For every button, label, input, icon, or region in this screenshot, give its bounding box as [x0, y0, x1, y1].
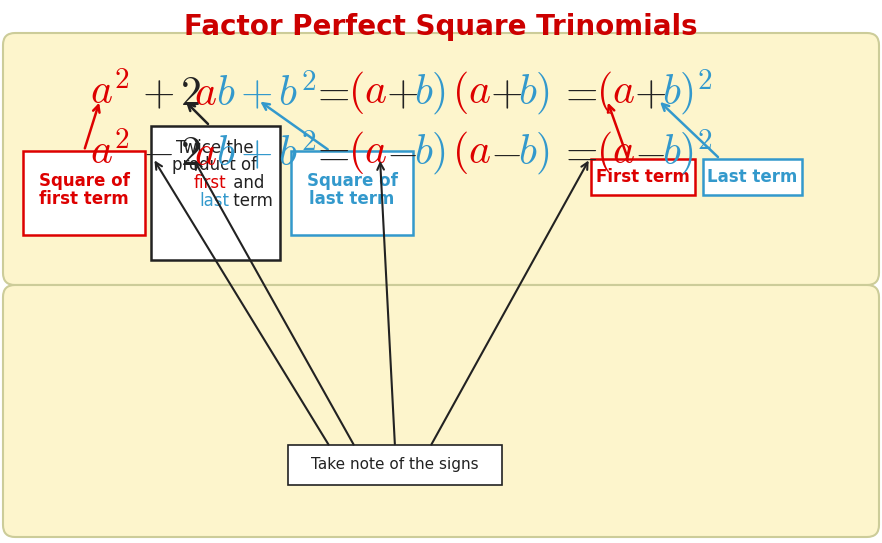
Text: $+$: $+$ — [634, 72, 666, 114]
Text: $\mathit{b})$: $\mathit{b})$ — [414, 70, 446, 116]
Text: $-$: $-$ — [634, 132, 665, 174]
Text: last term: last term — [310, 190, 394, 208]
Text: Twice the: Twice the — [176, 139, 254, 157]
Text: $\mathit{a}^2$: $\mathit{a}^2$ — [90, 132, 130, 174]
Text: $(\mathit{a}$: $(\mathit{a}$ — [596, 129, 635, 176]
Text: $+\,\mathit{b}^2$: $+\,\mathit{b}^2$ — [240, 131, 317, 175]
Text: $+\,\mathit{b}^2$: $+\,\mathit{b}^2$ — [240, 71, 317, 115]
Text: last: last — [199, 192, 229, 210]
Text: $(\mathit{a}$: $(\mathit{a}$ — [452, 129, 491, 176]
FancyBboxPatch shape — [23, 151, 145, 235]
Text: $=$: $=$ — [310, 72, 349, 114]
FancyBboxPatch shape — [703, 159, 802, 195]
Text: $\mathit{a}$: $\mathit{a}$ — [194, 132, 217, 174]
Text: $(\mathit{a}$: $(\mathit{a}$ — [348, 129, 387, 176]
Text: $\mathit{b})$: $\mathit{b})$ — [414, 130, 446, 176]
FancyBboxPatch shape — [3, 285, 879, 537]
Text: $(\mathit{a}$: $(\mathit{a}$ — [452, 70, 491, 117]
Text: $+$: $+$ — [386, 72, 418, 114]
FancyBboxPatch shape — [591, 159, 695, 195]
Text: $-$: $-$ — [490, 132, 521, 174]
Text: $\mathit{b})$: $\mathit{b})$ — [518, 130, 550, 176]
Text: $\mathit{a}$: $\mathit{a}$ — [194, 72, 217, 114]
Text: $\mathit{b})$: $\mathit{b})$ — [518, 70, 550, 116]
Text: $(\mathit{a}$: $(\mathit{a}$ — [348, 70, 387, 117]
FancyBboxPatch shape — [3, 33, 879, 285]
Text: first: first — [194, 174, 227, 192]
Text: Last term: Last term — [706, 168, 797, 186]
Text: Factor Perfect Square Trinomials: Factor Perfect Square Trinomials — [184, 13, 698, 41]
FancyBboxPatch shape — [291, 151, 413, 235]
Text: $\mathit{b})^2$: $\mathit{b})^2$ — [662, 68, 713, 118]
Text: $\mathit{b})^2$: $\mathit{b})^2$ — [662, 128, 713, 178]
Text: Take note of the signs: Take note of the signs — [311, 458, 479, 472]
Text: $\mathit{b}$: $\mathit{b}$ — [216, 132, 235, 174]
Text: $(\mathit{a}$: $(\mathit{a}$ — [596, 70, 635, 117]
Text: $=$: $=$ — [310, 132, 349, 174]
Text: $+\,2$: $+\,2$ — [142, 72, 201, 114]
Text: $\mathit{b}$: $\mathit{b}$ — [216, 72, 235, 114]
Text: $\mathit{a}^2$: $\mathit{a}^2$ — [90, 72, 130, 114]
FancyBboxPatch shape — [288, 445, 502, 485]
Text: term: term — [228, 192, 273, 210]
Text: $-$: $-$ — [386, 132, 417, 174]
Text: first term: first term — [39, 190, 129, 208]
Text: $+$: $+$ — [490, 72, 522, 114]
Text: and: and — [228, 174, 265, 192]
Text: $=$: $=$ — [558, 72, 597, 114]
Text: $=$: $=$ — [558, 132, 597, 174]
FancyBboxPatch shape — [151, 126, 280, 260]
Text: First term: First term — [596, 168, 690, 186]
Text: Square of: Square of — [307, 172, 398, 190]
Text: Square of: Square of — [39, 172, 130, 190]
Text: $-\,2$: $-\,2$ — [142, 132, 201, 174]
Text: product of: product of — [173, 156, 258, 174]
